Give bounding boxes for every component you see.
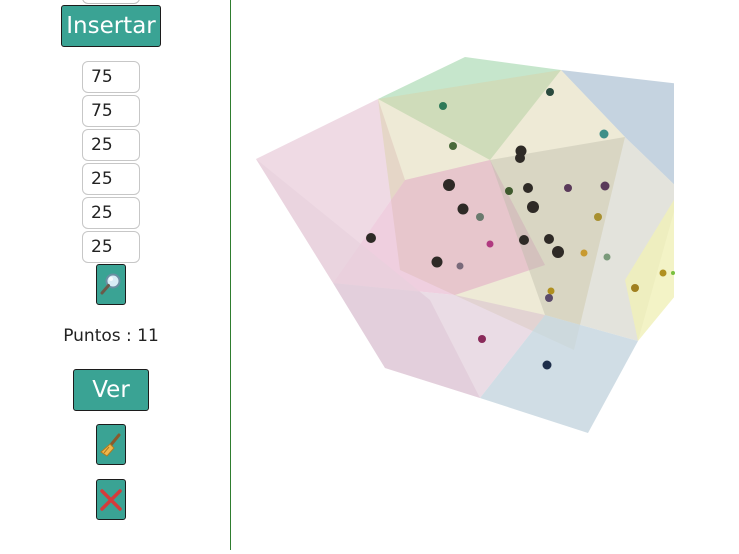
point bbox=[449, 142, 457, 150]
broom-icon bbox=[100, 433, 121, 457]
point bbox=[603, 253, 611, 261]
range-input-4[interactable] bbox=[82, 163, 140, 195]
data-points bbox=[366, 88, 675, 370]
plane-pink-bottom bbox=[333, 283, 545, 398]
plane-blue-right bbox=[561, 70, 674, 185]
range-input-1[interactable] bbox=[82, 61, 140, 93]
point bbox=[523, 183, 533, 193]
point bbox=[671, 271, 675, 275]
point bbox=[542, 360, 552, 370]
plane-green bbox=[378, 57, 561, 160]
plane-blue-lower bbox=[480, 315, 638, 433]
points-counter: Puntos : 11 bbox=[0, 326, 222, 346]
point bbox=[443, 179, 455, 191]
point bbox=[546, 88, 554, 96]
point bbox=[456, 262, 464, 270]
insert-button[interactable]: Insertar bbox=[61, 5, 161, 47]
range-input-6[interactable] bbox=[82, 231, 140, 263]
point bbox=[580, 249, 588, 257]
plane-pink-left bbox=[256, 99, 405, 283]
point bbox=[564, 184, 572, 192]
point bbox=[552, 246, 564, 258]
plane-yellow-right bbox=[625, 199, 674, 341]
point bbox=[631, 284, 639, 292]
point bbox=[439, 102, 447, 110]
control-panel: Insertar Puntos : 11 Ver bbox=[0, 0, 231, 550]
red-x-icon bbox=[100, 488, 122, 511]
point bbox=[366, 233, 376, 243]
point bbox=[527, 201, 539, 213]
clipped-input-field[interactable] bbox=[82, 0, 140, 4]
octree-scene bbox=[256, 57, 675, 433]
view-button[interactable]: Ver bbox=[73, 369, 149, 411]
point bbox=[486, 240, 494, 248]
point bbox=[476, 213, 484, 221]
point bbox=[519, 235, 529, 245]
range-input-3[interactable] bbox=[82, 129, 140, 161]
point bbox=[545, 294, 553, 302]
magnifier-icon bbox=[100, 273, 121, 294]
point bbox=[594, 213, 602, 221]
view-button-label: Ver bbox=[92, 377, 130, 403]
point bbox=[478, 335, 486, 343]
insert-button-label: Insertar bbox=[66, 13, 156, 39]
octree-planes bbox=[256, 57, 674, 433]
point bbox=[659, 269, 667, 277]
point bbox=[544, 234, 554, 244]
point bbox=[457, 203, 469, 215]
point bbox=[431, 256, 443, 268]
3d-viewport[interactable] bbox=[231, 0, 739, 550]
point bbox=[600, 181, 610, 191]
points-value: 11 bbox=[137, 326, 159, 346]
point bbox=[599, 129, 609, 139]
point bbox=[547, 287, 555, 295]
range-input-2[interactable] bbox=[82, 95, 140, 127]
clear-button[interactable] bbox=[96, 424, 126, 465]
points-label: Puntos : bbox=[63, 326, 138, 346]
delete-button[interactable] bbox=[96, 479, 126, 520]
point bbox=[505, 187, 513, 195]
range-input-5[interactable] bbox=[82, 197, 140, 229]
point bbox=[515, 153, 525, 163]
search-button[interactable] bbox=[96, 264, 126, 305]
plane-pink-mid bbox=[333, 160, 545, 295]
